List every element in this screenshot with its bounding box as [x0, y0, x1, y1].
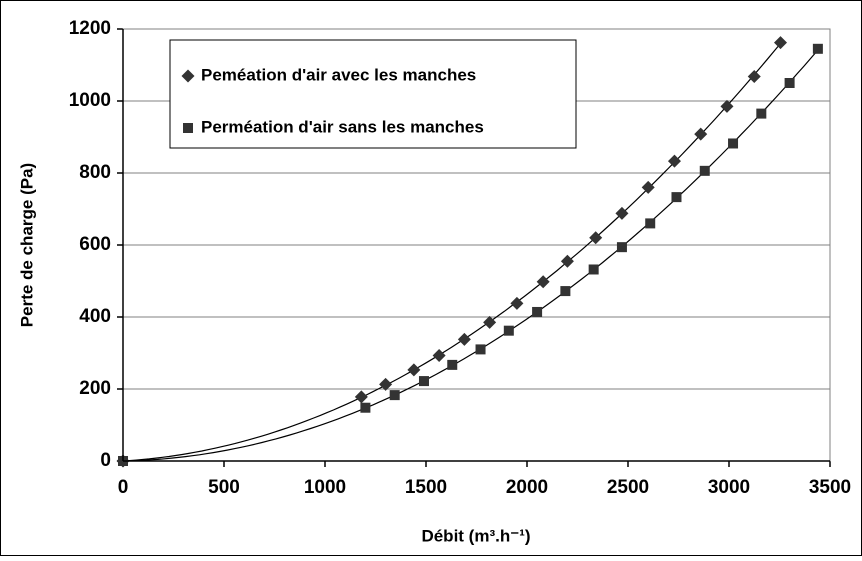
y-tick-label: 400 — [79, 306, 111, 327]
diamond-marker — [615, 206, 629, 220]
diamond-marker — [560, 254, 574, 268]
diamond-marker — [510, 296, 524, 310]
square-marker — [503, 325, 514, 336]
diamond-marker — [379, 377, 393, 391]
diamond-marker — [774, 36, 788, 50]
diamond-marker — [641, 180, 655, 194]
square-marker — [588, 264, 599, 275]
square-marker — [475, 344, 486, 355]
x-tick-label: 1000 — [304, 477, 346, 498]
square-marker — [389, 390, 400, 401]
x-axis-label: Débit (m³.h⁻¹) — [421, 526, 530, 545]
diamond-marker — [667, 154, 681, 168]
y-axis-label: Perte de charge (Pa) — [17, 163, 36, 327]
trendline — [122, 43, 781, 462]
y-tick-label: 1200 — [69, 18, 111, 39]
legend-label: Peméation d'air avec les manches — [201, 65, 476, 84]
square-marker — [812, 43, 823, 54]
x-tick-label: 3500 — [809, 477, 851, 498]
square-marker — [183, 123, 193, 133]
square-marker — [616, 242, 627, 253]
x-tick-label: 2000 — [506, 477, 548, 498]
marks — [116, 36, 823, 468]
diamond-marker — [181, 69, 195, 83]
square-marker — [784, 78, 795, 88]
square-marker — [645, 218, 656, 229]
square-marker — [447, 359, 458, 370]
diamond-marker — [483, 315, 497, 329]
y-tick-label: 200 — [79, 378, 111, 399]
square-marker — [418, 376, 429, 387]
x-tick-label: 3000 — [708, 477, 750, 498]
square-marker — [532, 306, 543, 317]
square-marker — [671, 192, 682, 203]
x-tick-label: 2500 — [607, 477, 649, 498]
diamond-marker — [407, 363, 421, 377]
diamond-marker — [457, 332, 471, 346]
diamond-marker — [747, 70, 761, 84]
y-tick-label: 0 — [100, 450, 111, 471]
legend — [169, 39, 577, 149]
square-marker — [699, 165, 710, 176]
square-marker — [728, 138, 739, 149]
diamond-marker — [694, 127, 708, 141]
diamond-marker — [589, 231, 603, 245]
x-tick-label: 0 — [118, 477, 129, 498]
diamond-marker — [354, 390, 368, 404]
square-marker — [560, 286, 571, 297]
x-tick-label: 1500 — [405, 477, 447, 498]
square-marker — [360, 402, 371, 413]
square-marker — [756, 108, 767, 119]
legend-label: Perméation d'air sans les manches — [201, 117, 484, 136]
legend-entries: Peméation d'air avec les manches Perméati… — [181, 65, 484, 136]
y-tick-label: 800 — [79, 162, 111, 183]
diamond-marker — [536, 275, 550, 289]
diamond-marker — [432, 349, 446, 363]
diamond-marker — [720, 99, 734, 113]
y-tick-label: 1000 — [69, 90, 111, 111]
x-tick-label: 500 — [208, 477, 240, 498]
y-tick-label: 600 — [79, 234, 111, 255]
